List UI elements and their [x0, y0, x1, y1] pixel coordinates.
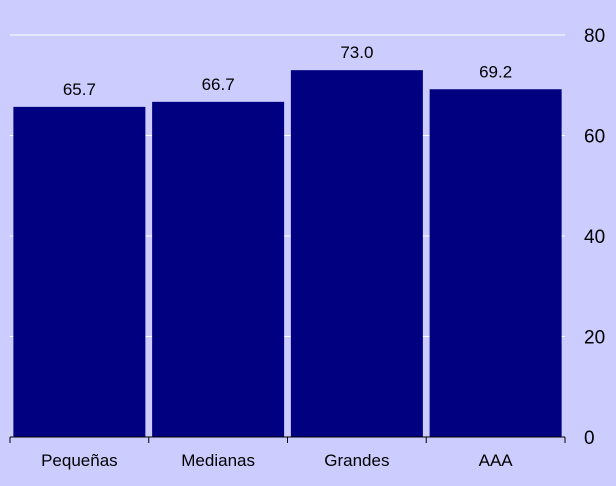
data-label: 73.0 — [340, 43, 373, 62]
y-tick-label: 0 — [584, 428, 595, 449]
data-labels: 65.7 66.7 73.0 69.2 — [63, 43, 512, 99]
x-tick-label: AAA — [479, 451, 514, 470]
data-label: 65.7 — [63, 80, 96, 99]
y-tick-label: 40 — [584, 227, 605, 248]
data-label: 69.2 — [479, 62, 512, 81]
x-axis — [9, 436, 566, 443]
y-tick-label: 60 — [584, 127, 605, 148]
data-label: 66.7 — [202, 75, 235, 94]
x-axis-ticks: Pequeñas Medianas Grandes AAA — [41, 451, 513, 470]
bar — [429, 89, 562, 438]
x-tick-label: Pequeñas — [41, 451, 118, 470]
bar — [152, 101, 285, 438]
bar — [290, 70, 423, 438]
x-tick-label: Medianas — [181, 451, 255, 470]
x-tick-label: Grandes — [324, 451, 389, 470]
bars — [13, 70, 562, 438]
y-tick-label: 80 — [584, 26, 605, 47]
y-tick-label: 20 — [584, 328, 605, 349]
bar — [13, 106, 146, 438]
y-axis-ticks: 0 20 40 60 80 — [584, 26, 605, 449]
